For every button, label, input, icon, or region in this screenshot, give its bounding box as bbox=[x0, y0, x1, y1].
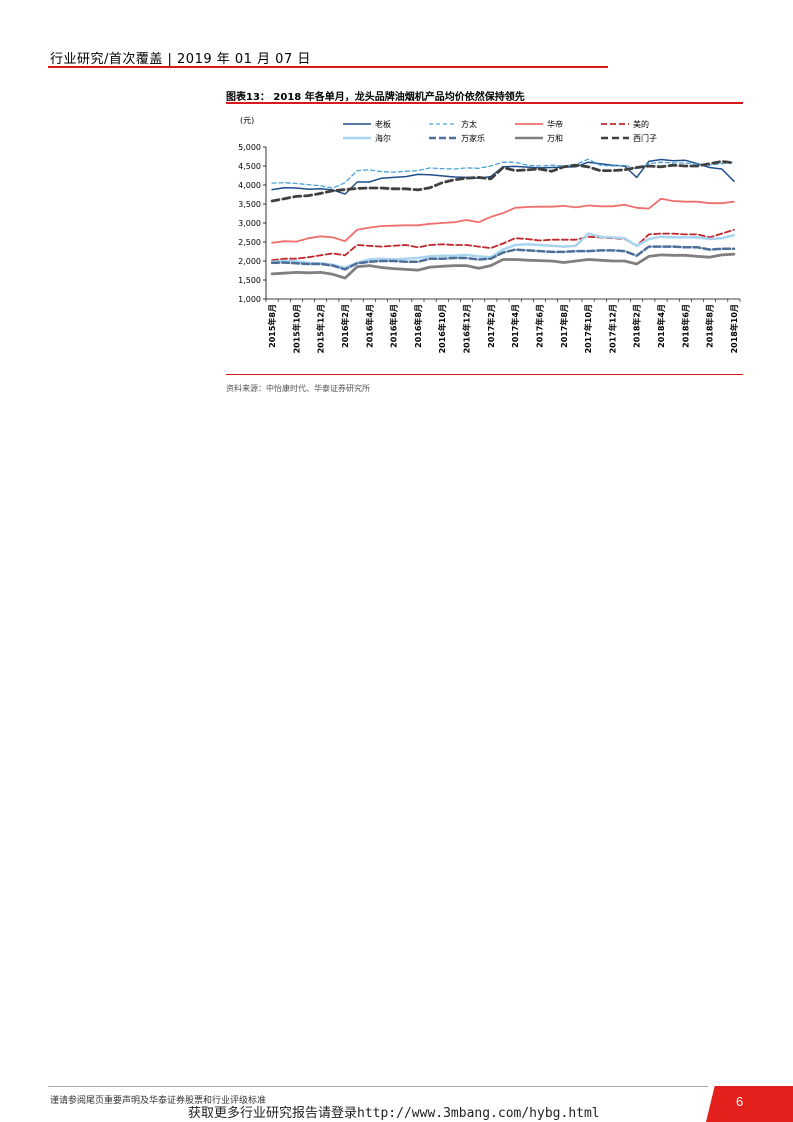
x-tick-label: 2015年8月 bbox=[267, 304, 277, 348]
x-tick-label: 2015年12月 bbox=[316, 304, 326, 353]
legend-label: 万家乐 bbox=[461, 133, 485, 143]
legend-label: 西门子 bbox=[633, 133, 657, 143]
y-tick-label: 2,500 bbox=[238, 238, 261, 247]
x-tick-label: 2016年10月 bbox=[437, 304, 447, 353]
x-tick-label: 2017年4月 bbox=[510, 304, 520, 348]
series-lines bbox=[270, 158, 736, 280]
figure-rule-bottom bbox=[226, 374, 743, 375]
x-tick-label: 2017年2月 bbox=[486, 304, 496, 348]
x-tick-label: 2016年8月 bbox=[413, 304, 423, 348]
figure-title: 图表13： 2018 年各单月，龙头品牌油烟机产品均价依然保持领先 bbox=[226, 92, 525, 103]
figure-source: 资料来源：中怡康时代、华泰证券研究所 bbox=[226, 384, 370, 393]
x-tick-label: 2018年8月 bbox=[705, 304, 715, 348]
y-tick-label: 1,000 bbox=[238, 295, 261, 304]
x-tick-label: 2016年12月 bbox=[462, 304, 472, 353]
series-line-万和 bbox=[270, 252, 736, 280]
y-axis: 1,000 1,500 2,000 2,500 3,000 3,500 4,000 4,500… bbox=[238, 143, 267, 304]
x-tick-label: 2017年8月 bbox=[559, 304, 569, 348]
series-line-西门子 bbox=[270, 160, 736, 203]
x-tick-label: 2015年10月 bbox=[291, 304, 301, 353]
y-tick-label: 3,500 bbox=[238, 200, 261, 209]
footer-disclaimer: 谨请参阅尾页重要声明及华泰证券股票和行业评级标准 bbox=[50, 1096, 267, 1106]
x-axis: 2015年8月 2015年10月 2015年12月 2016年2月 2016年4月 201… bbox=[265, 298, 741, 353]
page-number-badge bbox=[706, 1086, 793, 1122]
legend-label: 华帝 bbox=[547, 119, 563, 129]
y-tick-label: 4,000 bbox=[238, 181, 261, 190]
series-line-万家乐 bbox=[270, 245, 736, 271]
page-header: 行业研究/首次覆盖 | 2019 年 01 月 07 日 bbox=[50, 52, 311, 67]
legend-label: 方太 bbox=[461, 119, 477, 129]
x-tick-label: 2017年12月 bbox=[607, 304, 617, 353]
x-tick-label: 2017年6月 bbox=[534, 304, 544, 348]
legend-label: 美的 bbox=[633, 119, 649, 129]
legend-label: 万和 bbox=[547, 134, 563, 143]
series-line-海尔 bbox=[270, 232, 736, 270]
x-tick-label: 2016年2月 bbox=[340, 304, 350, 348]
x-tick-label: 2018年4月 bbox=[656, 304, 666, 348]
footer-watermark-link[interactable]: 获取更多行业研究报告请登录http://www.3mbang.com/hybg.… bbox=[188, 1106, 600, 1121]
header-rule bbox=[48, 66, 608, 68]
footer-rule bbox=[48, 1086, 708, 1087]
y-tick-label: 5,000 bbox=[238, 143, 261, 152]
series-line-方太 bbox=[271, 158, 735, 189]
x-tick-label: 2018年2月 bbox=[632, 304, 642, 348]
series-line-华帝 bbox=[271, 197, 735, 244]
y-tick-label: 1,500 bbox=[238, 276, 261, 285]
y-tick-label: 2,000 bbox=[238, 257, 261, 266]
x-tick-label: 2018年6月 bbox=[680, 304, 690, 348]
x-tick-label: 2016年6月 bbox=[389, 304, 399, 348]
y-axis-unit: (元) bbox=[240, 116, 254, 125]
series-line-美的 bbox=[271, 228, 735, 262]
figure-rule-top bbox=[226, 102, 743, 104]
page-number: 6 bbox=[736, 1094, 744, 1109]
legend-label: 海尔 bbox=[375, 133, 391, 143]
y-tick-label: 4,500 bbox=[238, 162, 261, 171]
x-tick-label: 2016年4月 bbox=[364, 304, 374, 348]
x-tick-label: 2017年10月 bbox=[583, 304, 593, 353]
legend-label: 老板 bbox=[375, 119, 391, 129]
x-tick-label: 2018年10月 bbox=[729, 304, 739, 353]
y-tick-label: 3,000 bbox=[238, 219, 261, 228]
